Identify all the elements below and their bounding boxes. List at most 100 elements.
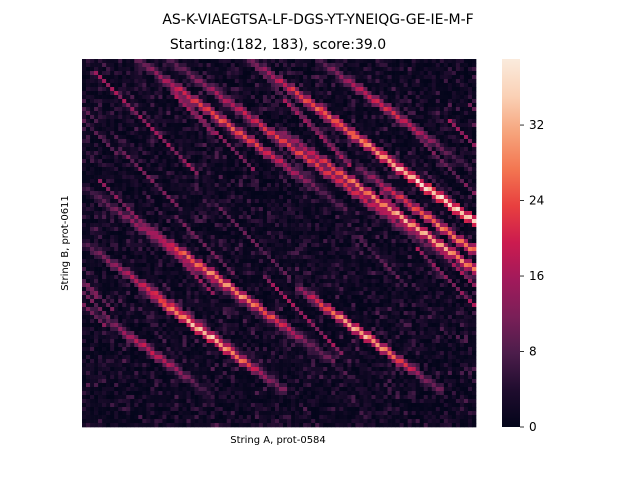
heatmap-cell <box>270 159 276 164</box>
heatmap-cell <box>222 139 228 144</box>
heatmap-cell <box>415 227 421 232</box>
heatmap-cell <box>415 179 421 184</box>
heatmap-cell <box>174 135 179 140</box>
heatmap-cell <box>299 151 304 156</box>
heatmap-cell <box>391 139 396 144</box>
heatmap-cell <box>431 199 437 204</box>
heatmap-cell <box>463 215 469 220</box>
heatmap-cell <box>303 239 308 244</box>
heatmap-cell <box>427 243 433 248</box>
heatmap-cell <box>118 167 123 172</box>
heatmap-cell <box>287 239 292 244</box>
heatmap-cell <box>291 211 296 216</box>
heatmap-cell <box>206 139 211 144</box>
heatmap-cell <box>82 203 87 208</box>
heatmap-cell <box>234 67 240 72</box>
heatmap-cell <box>319 175 324 180</box>
heatmap-cell <box>351 211 356 216</box>
heatmap-cell <box>250 191 256 196</box>
heatmap-cell <box>174 239 179 244</box>
heatmap-cell <box>299 163 304 168</box>
heatmap-cell <box>279 91 284 96</box>
heatmap-cell <box>230 167 236 172</box>
heatmap-cell <box>339 191 344 196</box>
heatmap-cell <box>98 75 103 80</box>
heatmap-cell <box>138 75 143 80</box>
heatmap-cell <box>347 183 352 188</box>
heatmap-cell <box>439 59 445 64</box>
heatmap-cell <box>323 75 328 80</box>
heatmap-cell <box>230 99 236 104</box>
heatmap-cell <box>467 179 473 184</box>
heatmap-cell <box>86 207 91 212</box>
heatmap-cell <box>427 159 433 164</box>
heatmap-cell <box>98 147 103 152</box>
heatmap-cell <box>190 231 195 236</box>
heatmap-cell <box>327 255 332 260</box>
heatmap-cell <box>258 259 264 264</box>
heatmap-cell <box>283 127 288 132</box>
heatmap-cell <box>158 247 163 252</box>
heatmap-cell <box>327 195 332 200</box>
heatmap-cell <box>158 99 163 104</box>
heatmap-cell <box>158 87 163 92</box>
heatmap-cell <box>226 143 232 148</box>
heatmap-cell <box>86 95 91 100</box>
heatmap-cell <box>451 95 457 100</box>
heatmap-cell <box>383 207 388 212</box>
heatmap-cell <box>194 199 199 204</box>
heatmap-cell <box>339 135 344 140</box>
heatmap-cell <box>287 99 292 104</box>
heatmap-cell <box>443 179 449 184</box>
heatmap-cell <box>158 223 163 228</box>
heatmap-cell <box>270 71 276 76</box>
heatmap-cell <box>359 115 364 120</box>
heatmap-cell <box>319 183 324 188</box>
heatmap-cell <box>395 115 400 120</box>
heatmap-cell <box>114 59 119 64</box>
heatmap-cell <box>134 147 139 152</box>
heatmap-cell <box>455 147 461 152</box>
heatmap-cell <box>411 75 417 80</box>
heatmap-cell <box>118 151 123 156</box>
heatmap-cell <box>359 151 364 156</box>
heatmap-cell <box>246 139 252 144</box>
heatmap-cell <box>86 259 91 264</box>
heatmap-cell <box>158 259 163 264</box>
heatmap-cell <box>403 223 408 228</box>
heatmap-cell <box>319 123 324 128</box>
heatmap-cell <box>234 211 240 216</box>
heatmap-cell <box>327 163 332 168</box>
heatmap-cell <box>335 215 340 220</box>
heatmap-cell <box>266 151 272 156</box>
heatmap-cell <box>415 251 421 256</box>
heatmap-cell <box>351 255 356 260</box>
heatmap-cell <box>110 115 115 120</box>
heatmap-cell <box>463 123 469 128</box>
heatmap-cell <box>174 231 179 236</box>
heatmap-cell <box>238 79 244 84</box>
heatmap-cell <box>122 115 127 120</box>
heatmap-cell <box>447 159 453 164</box>
heatmap-cell <box>274 95 280 100</box>
heatmap-cell <box>355 195 360 200</box>
heatmap-cell <box>443 163 449 168</box>
heatmap-cell <box>363 167 368 172</box>
heatmap-cell <box>202 219 207 224</box>
heatmap-cell <box>262 159 268 164</box>
heatmap-cell <box>230 243 236 248</box>
heatmap-cell <box>331 115 336 120</box>
heatmap-cell <box>359 143 364 148</box>
heatmap-cell <box>427 227 433 232</box>
heatmap-cell <box>186 131 191 136</box>
heatmap-cell <box>146 159 151 164</box>
heatmap-cell <box>242 71 248 76</box>
heatmap-cell <box>158 71 163 76</box>
heatmap-cell <box>311 167 316 172</box>
heatmap-cell <box>230 127 236 132</box>
heatmap-cell <box>226 163 232 168</box>
heatmap-cell <box>226 59 232 64</box>
heatmap-cell <box>359 239 364 244</box>
heatmap-cell <box>375 171 380 176</box>
heatmap-cell <box>423 183 429 188</box>
